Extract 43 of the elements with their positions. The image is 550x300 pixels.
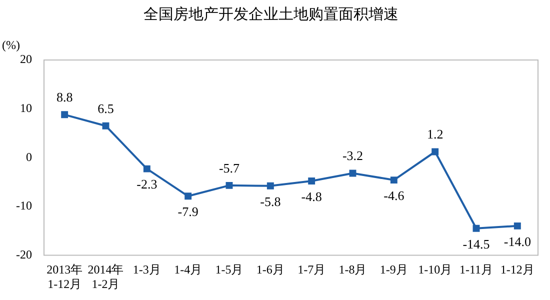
point xyxy=(226,182,233,189)
text: -14.5 xyxy=(462,236,490,252)
point xyxy=(266,182,274,190)
x-tick-label: 1-8月 xyxy=(338,262,367,277)
x-tick-label: 1-9月 xyxy=(380,262,408,277)
y-tick-label: 20 xyxy=(20,52,32,66)
chart-title: 全国房地产开发企业土地购置面积增速 xyxy=(144,4,398,23)
y-axis-title: (%) xyxy=(2,38,20,52)
x-tick-label: 2013年 1-12月 xyxy=(46,262,83,291)
text: -3.2 xyxy=(342,148,364,164)
text: -7.9 xyxy=(178,204,198,220)
x-tick-label: 1-12月 xyxy=(500,262,534,277)
point xyxy=(472,224,480,232)
text: -14.0 xyxy=(504,234,531,249)
text: -4.8 xyxy=(301,188,322,204)
point xyxy=(349,170,356,177)
x-tick-label: 1-5月 xyxy=(215,262,244,277)
y-tick-label: -20 xyxy=(16,247,32,262)
y-tick-label: 0 xyxy=(26,150,32,164)
point xyxy=(432,148,439,156)
x-tick-label: 1-4月 xyxy=(174,262,202,277)
point xyxy=(308,178,316,184)
y-tick-label: -10 xyxy=(16,198,32,213)
text: 8.8 xyxy=(56,90,73,105)
point xyxy=(390,176,398,184)
text: -5.7 xyxy=(218,160,240,176)
y-tick-label: 10 xyxy=(20,100,32,115)
text: -2.3 xyxy=(136,176,158,192)
x-tick-label: 1-6月 xyxy=(256,262,284,277)
x-tick-label: 1-11月 xyxy=(459,262,494,277)
text: 1.2 xyxy=(426,126,444,142)
text: -4.6 xyxy=(384,188,404,203)
text: -5.8 xyxy=(260,194,281,209)
point xyxy=(514,222,521,230)
x-tick-label: 1-10月 xyxy=(418,262,452,277)
x-tick-label: 1-3月 xyxy=(132,262,161,277)
text: 6.5 xyxy=(98,100,114,116)
point xyxy=(184,192,192,200)
point xyxy=(61,111,68,118)
x-tick-label: 1-7月 xyxy=(298,262,326,277)
x-tick-label: 2014年 1-2月 xyxy=(88,262,124,291)
point xyxy=(102,122,110,130)
point xyxy=(143,165,150,172)
